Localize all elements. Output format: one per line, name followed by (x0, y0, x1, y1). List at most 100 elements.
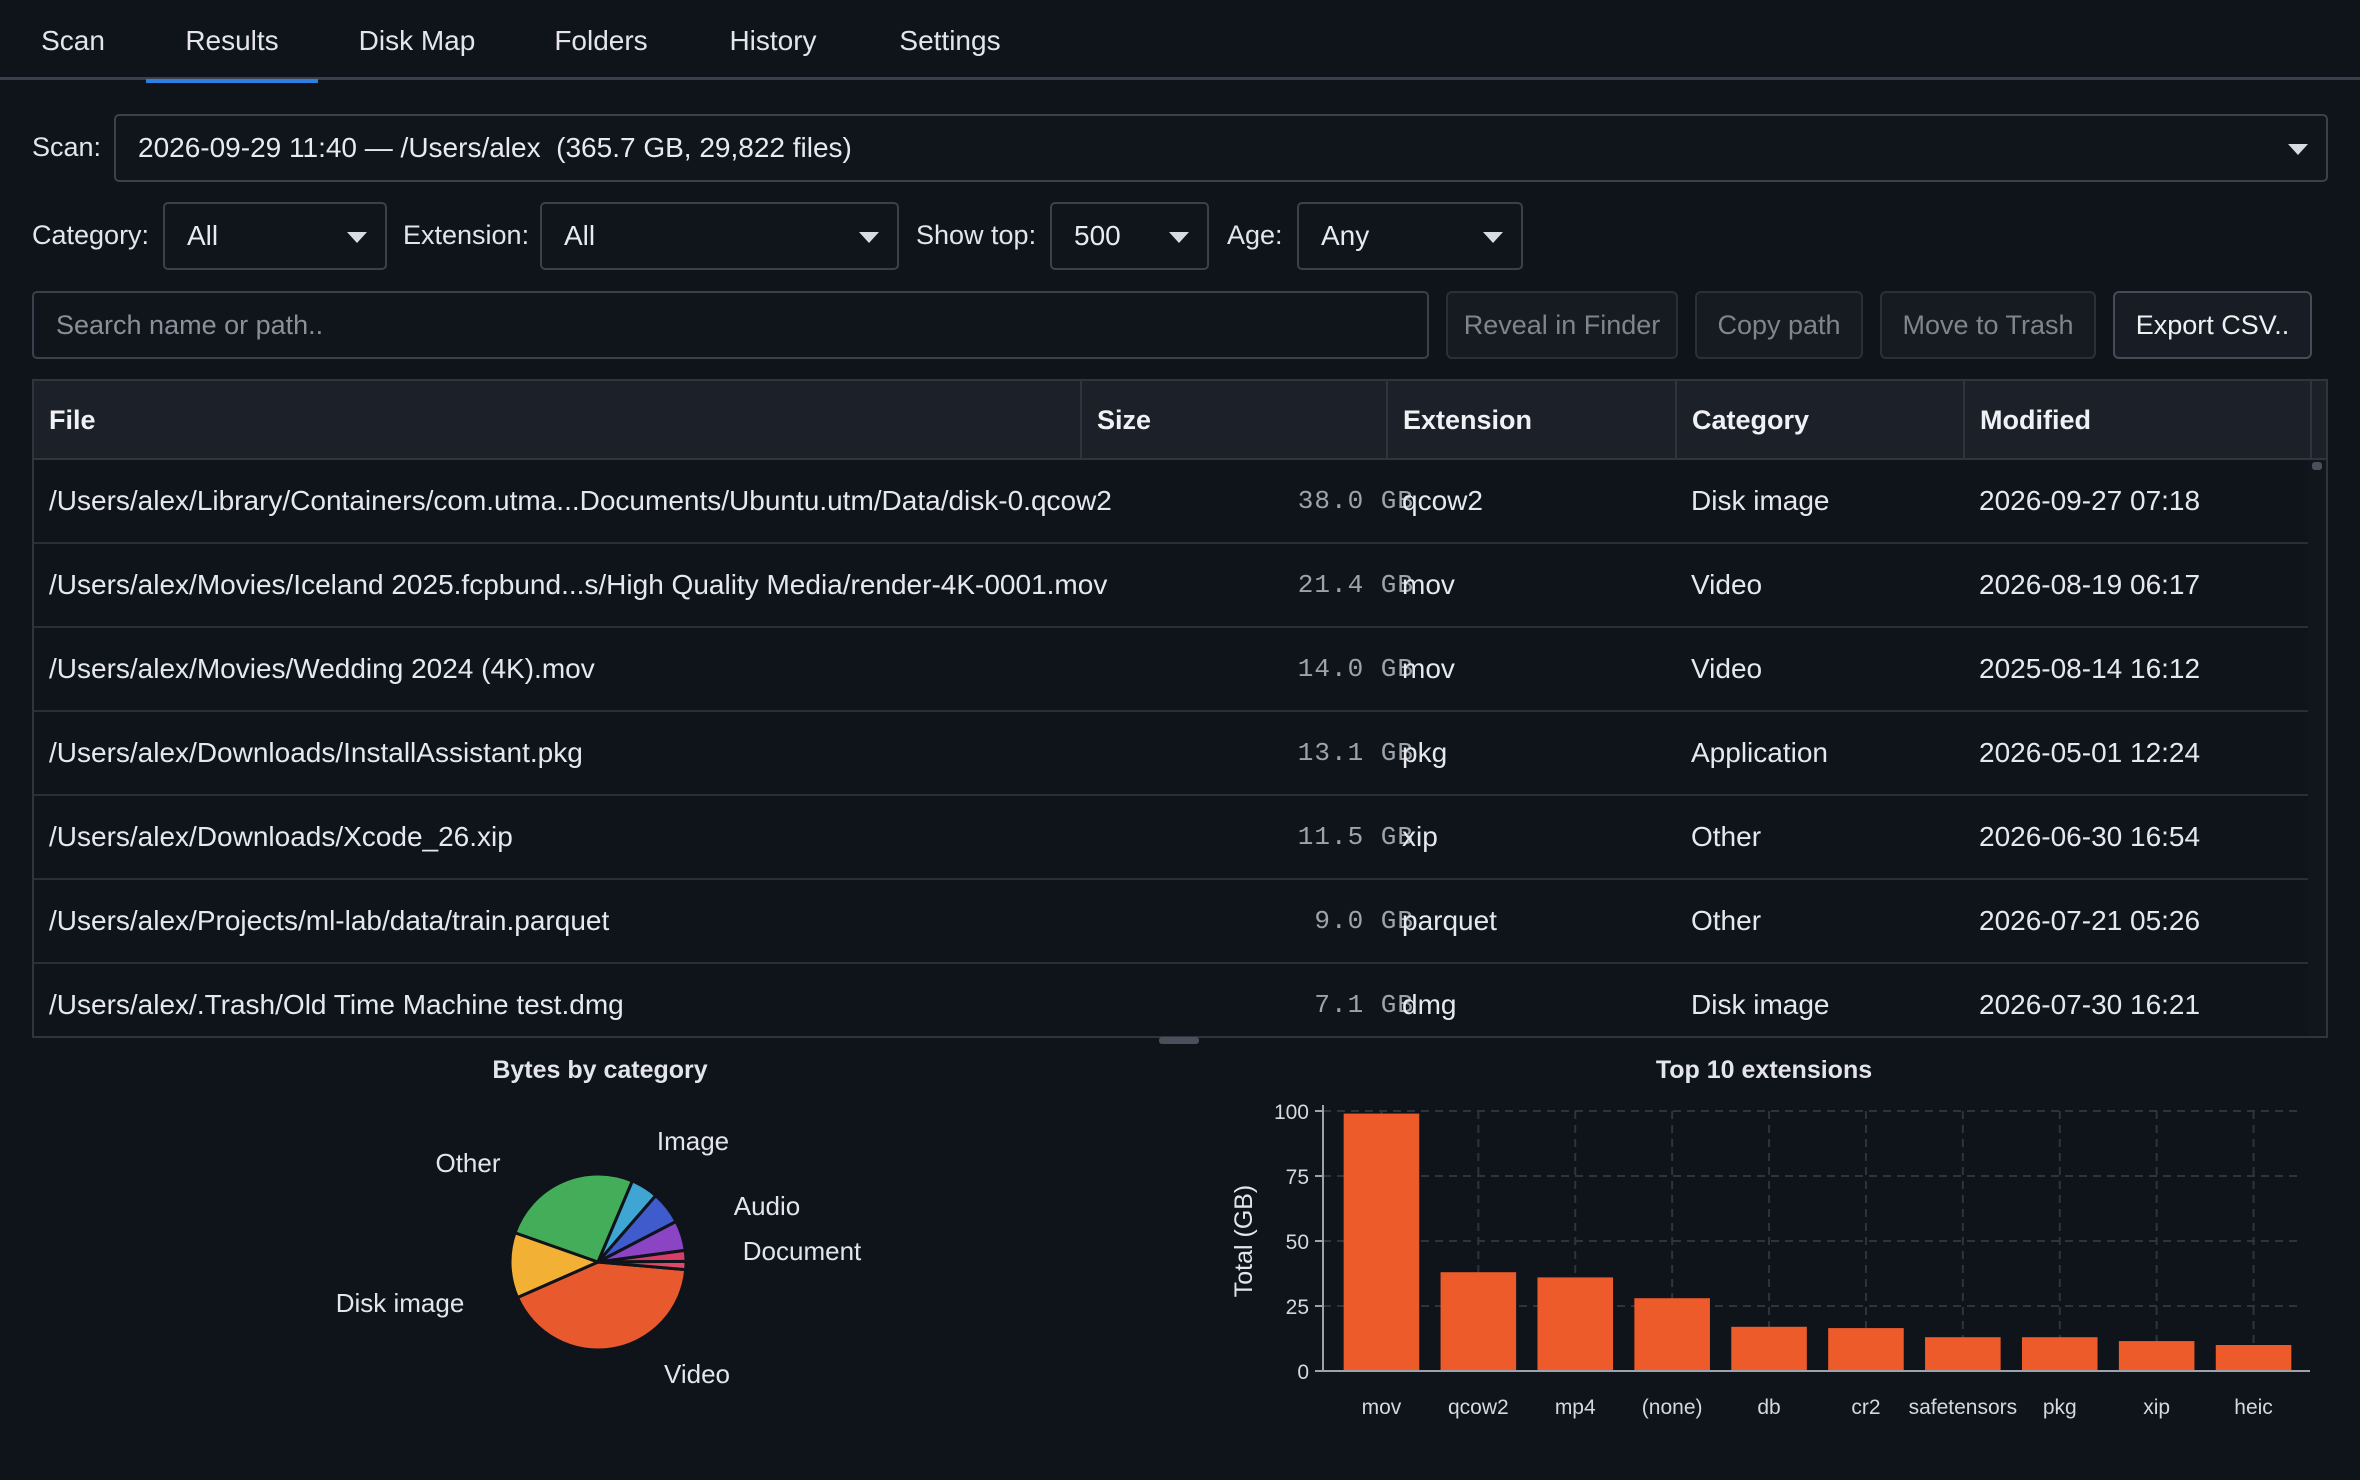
x-tick-label: safetensors (1909, 1396, 2018, 1419)
file-path: /Users/alex/Movies/Iceland 2025.fcpbund.… (49, 569, 1108, 600)
file-category: Video (1691, 653, 1763, 684)
search-input[interactable] (32, 291, 1429, 359)
tab-settings[interactable]: Settings (899, 25, 1001, 56)
x-tick-label: cr2 (1851, 1396, 1880, 1419)
table-row[interactable]: /Users/alex/Library/Containers/com.utma.… (34, 460, 2310, 544)
x-tick-label: mov (1362, 1396, 1402, 1419)
extension-label: Extension: (403, 220, 530, 250)
pie-label-document: Document (743, 1236, 862, 1266)
table-row[interactable]: /Users/alex/Downloads/InstallAssistant.p… (34, 712, 2310, 796)
table-header: File Size Extension Category Modified (34, 381, 2326, 460)
file-extension: mov (1402, 653, 1455, 684)
chevron-down-icon (2288, 144, 2308, 155)
file-category: Video (1691, 569, 1763, 600)
file-path: /Users/alex/Downloads/Xcode_26.xip (49, 821, 513, 852)
tab-bar: Scan Results Disk Map Folders History Se… (0, 0, 2360, 83)
scrollbar-thumb[interactable] (2312, 462, 2322, 470)
age-select-value: Any (1321, 220, 1370, 251)
age-label: Age: (1227, 220, 1283, 250)
file-extension: parquet (1402, 905, 1497, 936)
pie-slice-minor-7 (597, 1259, 688, 1272)
extension-select[interactable]: All (540, 202, 899, 270)
table-row[interactable]: /Users/alex/Movies/Iceland 2025.fcpbund.… (34, 544, 2310, 628)
show-top-select[interactable]: 500 (1050, 202, 1209, 270)
file-size: 11.5 GB (1297, 822, 1414, 852)
table-row[interactable]: /Users/alex/Movies/Wedding 2024 (4K).mov… (34, 628, 2310, 712)
results-table: File Size Extension Category Modified /U… (32, 379, 2328, 1038)
y-axis-label: Total (GB) (1230, 1185, 1258, 1298)
copy-path-button[interactable]: Copy path (1695, 291, 1863, 359)
file-category: Application (1691, 737, 1828, 768)
table-row[interactable]: /Users/alex/.Trash/Old Time Machine test… (34, 964, 2310, 1036)
tab-results[interactable]: Results (146, 0, 318, 83)
category-select-value: All (187, 220, 219, 251)
scan-label: Scan: (32, 132, 102, 162)
category-label: Category: (32, 220, 150, 250)
file-path: /Users/alex/Downloads/InstallAssistant.p… (49, 737, 583, 768)
x-tick-label: db (1757, 1396, 1780, 1419)
x-tick-label: pkg (2043, 1396, 2077, 1419)
pie-label-audio: Audio (734, 1191, 801, 1221)
bar-xip (2118, 1341, 2195, 1371)
file-modified: 2026-07-30 16:21 (1979, 989, 2201, 1020)
export-csv-button[interactable]: Export CSV.. (2113, 291, 2312, 359)
bar-mov (1343, 1113, 1420, 1371)
table-scrollbar[interactable] (2308, 460, 2326, 1036)
extension-select-value: All (564, 220, 596, 251)
file-size: 9.0 GB (1314, 906, 1414, 936)
column-header-size[interactable]: Size (1082, 381, 1388, 460)
y-tick-label: 25 (1286, 1296, 1309, 1319)
pie-label-image: Image (657, 1126, 729, 1156)
file-size: 38.0 GB (1297, 486, 1414, 516)
tab-history[interactable]: History (729, 25, 817, 56)
file-extension: qcow2 (1402, 485, 1483, 516)
bar-pkg (2021, 1337, 2098, 1371)
file-size: 21.4 GB (1297, 570, 1414, 600)
table-row[interactable]: /Users/alex/Downloads/Xcode_26.xip 11.5 … (34, 796, 2310, 880)
file-size: 7.1 GB (1314, 990, 1414, 1020)
tab-disk-map[interactable]: Disk Map (358, 25, 476, 56)
category-pie-chart: Other Image Audio Document Disk image Video (336, 1126, 862, 1389)
x-tick-label: (none) (1642, 1396, 1703, 1419)
table-row[interactable]: /Users/alex/Projects/ml-lab/data/train.p… (34, 880, 2310, 964)
column-header-modified[interactable]: Modified (1965, 381, 2312, 460)
age-select[interactable]: Any (1297, 202, 1523, 270)
pie-label-other: Other (435, 1148, 500, 1178)
panel-splitter-handle[interactable] (1159, 1037, 1199, 1044)
column-header-file[interactable]: File (34, 381, 1082, 460)
file-path: /Users/alex/Projects/ml-lab/data/train.p… (49, 905, 610, 936)
extensions-bar-chart: 0 25 50 75 100 mov qcow2 mp4 (none) db cr2 safetens… (1230, 1101, 2310, 1419)
x-tick-label: heic (2234, 1396, 2273, 1419)
file-modified: 2026-08-19 06:17 (1979, 569, 2201, 600)
reveal-in-finder-button[interactable]: Reveal in Finder (1446, 291, 1678, 359)
tab-folders[interactable]: Folders (554, 25, 648, 56)
show-top-select-value: 500 (1074, 220, 1121, 251)
pie-slice-other (513, 1172, 635, 1264)
bar-none (1634, 1298, 1710, 1371)
y-tick-label: 100 (1274, 1101, 1309, 1124)
chevron-down-icon (859, 232, 879, 243)
tab-scan[interactable]: Scan (41, 25, 105, 56)
chevron-down-icon (1169, 232, 1189, 243)
file-modified: 2026-05-01 12:24 (1979, 737, 2201, 768)
scan-select[interactable]: 2026-09-29 11:40 — /Users/alex (365.7 GB… (114, 114, 2328, 182)
column-header-extension[interactable]: Extension (1388, 381, 1677, 460)
file-size: 13.1 GB (1297, 738, 1414, 768)
y-tick-label: 0 (1297, 1361, 1309, 1384)
y-tick-label: 50 (1286, 1231, 1309, 1254)
y-tick-label: 75 (1286, 1166, 1309, 1189)
file-category: Disk image (1691, 485, 1830, 516)
file-modified: 2026-09-27 07:18 (1979, 485, 2201, 516)
file-extension: mov (1402, 569, 1455, 600)
file-path: /Users/alex/.Trash/Old Time Machine test… (49, 989, 624, 1020)
bar-cr2 (1828, 1328, 1904, 1371)
move-to-trash-button[interactable]: Move to Trash (1880, 291, 2096, 359)
file-path: /Users/alex/Library/Containers/com.utma.… (49, 485, 1112, 516)
column-header-category[interactable]: Category (1677, 381, 1965, 460)
file-extension: xip (1402, 821, 1438, 852)
file-extension: pkg (1402, 737, 1448, 768)
show-top-label: Show top: (916, 220, 1037, 250)
category-select[interactable]: All (163, 202, 387, 270)
x-tick-label: xip (2143, 1396, 2170, 1419)
file-modified: 2026-06-30 16:54 (1979, 821, 2201, 852)
